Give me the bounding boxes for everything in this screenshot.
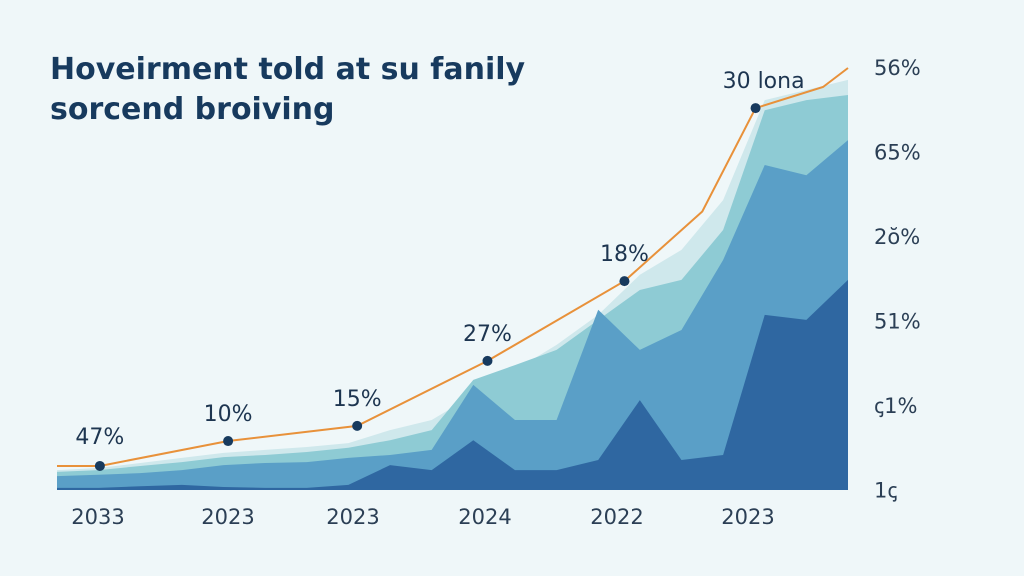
area-layers — [57, 79, 848, 491]
x-tick-label: 2023 — [201, 505, 254, 529]
x-tick-label: 2022 — [590, 505, 643, 529]
data-point — [482, 355, 493, 366]
data-label: 18% — [600, 242, 649, 267]
y-tick-label: 56% — [874, 56, 921, 80]
data-point — [750, 103, 761, 114]
area-layer-4 — [57, 279, 848, 490]
x-tick-label: 2023 — [721, 505, 774, 529]
data-point — [352, 420, 363, 431]
y-tick-label: ꞔ1% — [874, 394, 917, 418]
x-tick-label: 2024 — [458, 505, 511, 529]
y-tick-label: 2ŏ% — [874, 225, 920, 249]
x-tick-label: 2023 — [326, 505, 379, 529]
data-point — [619, 276, 630, 287]
y-tick-label: 51% — [874, 310, 921, 334]
trend-line — [57, 67, 849, 467]
y-tick-label: 65% — [874, 141, 921, 165]
data-label: 10% — [204, 402, 253, 427]
x-tick-label: 2033 — [71, 505, 124, 529]
data-point — [223, 436, 234, 447]
y-axis-ticks-right: 56% 65% 2ŏ% 51% ꞔ1% 1ꞔ — [874, 56, 921, 503]
data-label: 15% — [333, 387, 382, 412]
data-label: 30 lona — [723, 69, 805, 94]
chart-title: Hoveirment told at su fanily sorcend bro… — [50, 52, 526, 127]
data-point — [94, 460, 105, 471]
data-label: 47% — [75, 425, 124, 450]
area-layer-3 — [57, 140, 848, 491]
y-tick-label: 1ꞔ — [874, 479, 897, 503]
trend-line-group: 47% 10% 15% 27% 18% 30 lona — [57, 67, 849, 471]
x-axis-ticks: 2033 2023 2023 2024 2022 2023 — [71, 505, 774, 529]
data-label: 27% — [463, 322, 512, 347]
